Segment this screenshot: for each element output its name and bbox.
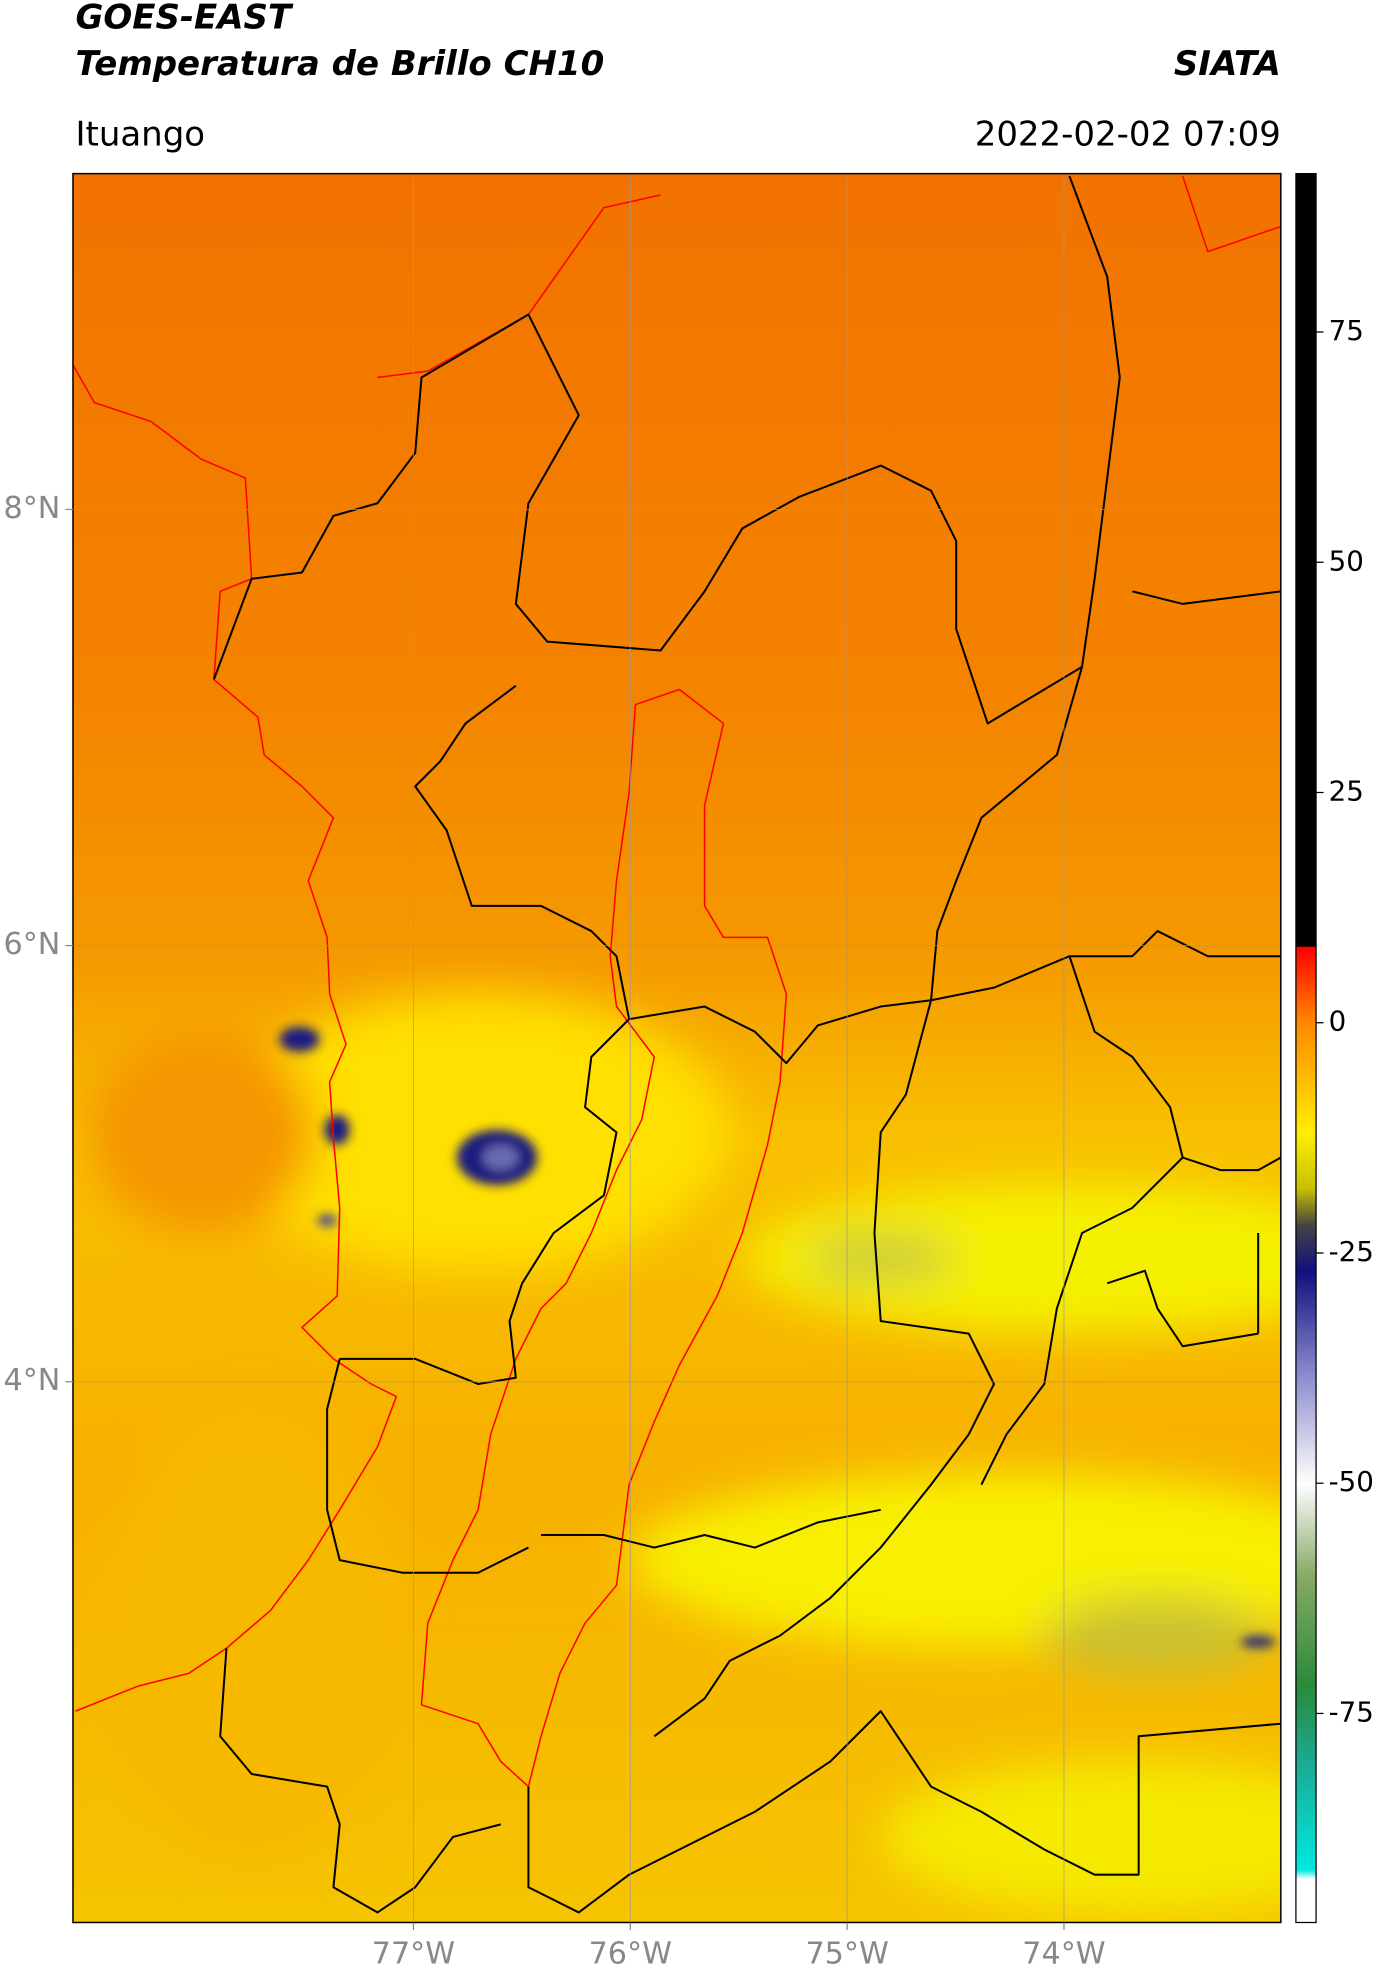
map-frame — [72, 172, 1282, 1924]
lat-tick-label: 4°N — [4, 1363, 61, 1398]
colorbar-tick-label: 50 — [1329, 544, 1364, 577]
admin-border — [980, 590, 1281, 1486]
lon-tick-label: 76°W — [589, 1937, 672, 1972]
source: SIATA — [1174, 44, 1281, 84]
colorbar — [1295, 172, 1317, 1924]
lat-tick-label: 6°N — [4, 927, 61, 962]
datetime: 2022-02-02 07:09 — [975, 114, 1281, 154]
lon-tick-label: 74°W — [1022, 1937, 1105, 1972]
lon-tick-label: 75°W — [805, 1937, 888, 1972]
admin-border — [212, 175, 1121, 725]
admin-border — [219, 666, 1281, 1914]
title: Temperatura de Brillo CH10 — [75, 44, 604, 84]
lat-tick-label: 8°N — [4, 491, 61, 526]
colorbar-tick-label: -25 — [1329, 1235, 1374, 1268]
colorbar-tick-label: 25 — [1329, 775, 1364, 808]
cold-clouds — [279, 1026, 1276, 1649]
colorbar-tick-label: 75 — [1329, 314, 1364, 347]
colorbar-tick-label: -75 — [1329, 1695, 1374, 1728]
graticule — [72, 173, 1281, 1923]
colorbar-tick-label: 0 — [1329, 1005, 1347, 1038]
lon-tick-label: 77°W — [372, 1937, 455, 1972]
map — [72, 173, 1281, 1923]
colorbar-tick-label: -50 — [1329, 1465, 1374, 1498]
location: Ituango — [75, 114, 205, 154]
coastline — [72, 364, 398, 1712]
title: GOES-EAST — [75, 0, 293, 37]
